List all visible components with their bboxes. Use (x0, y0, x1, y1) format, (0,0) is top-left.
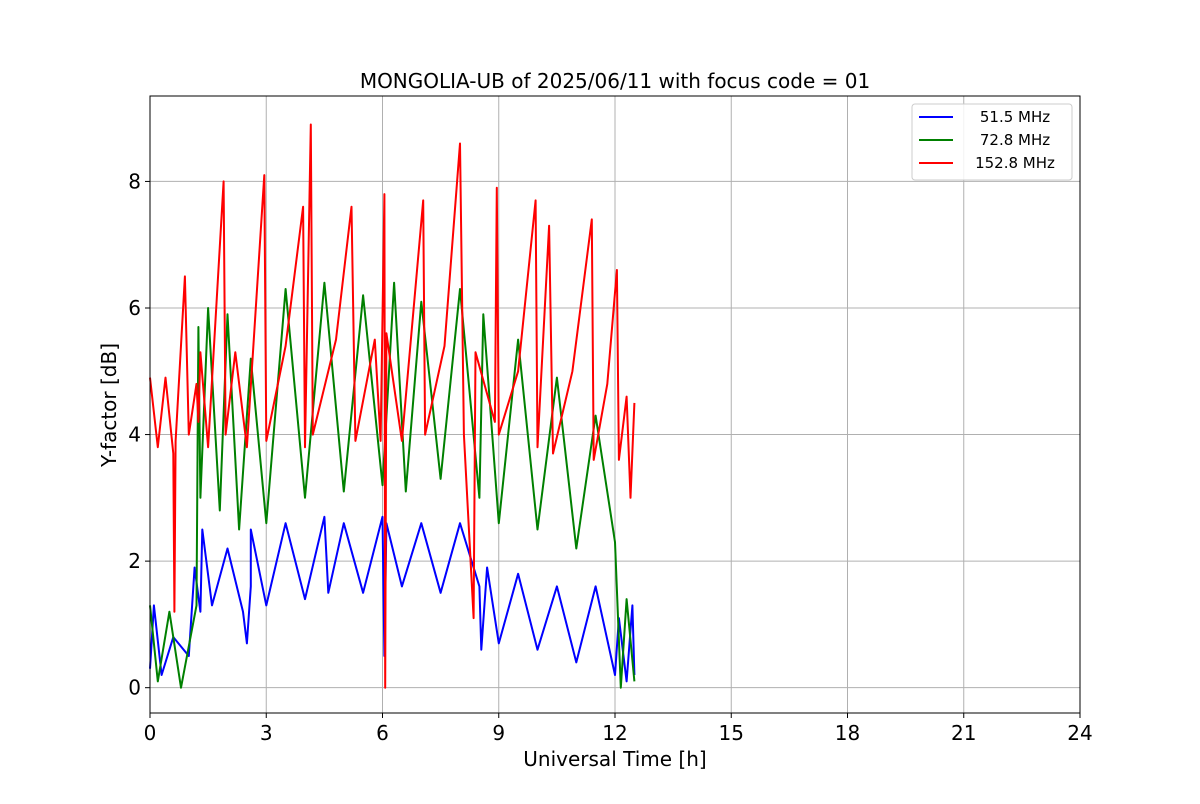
series-layer (149, 123, 636, 689)
x-tick-label: 21 (951, 721, 976, 745)
x-tick-label: 0 (144, 721, 157, 745)
legend-label-0: 51.5 MHz (980, 108, 1050, 126)
x-tick-label: 9 (492, 721, 505, 745)
legend-items: 51.5 MHz 72.8 MHz 152.8 MHz (919, 108, 1055, 172)
y-tick-label: 8 (128, 169, 141, 193)
legend: 51.5 MHz 72.8 MHz 152.8 MHz (911, 103, 1073, 181)
y-tick-label: 0 (128, 676, 141, 700)
chart-title: MONGOLIA-UB of 2025/06/11 with focus cod… (360, 69, 870, 93)
x-tick-label: 12 (602, 721, 627, 745)
x-tick-label: 15 (719, 721, 744, 745)
x-tick-label: 18 (835, 721, 860, 745)
legend-box (911, 103, 1073, 181)
y-tick-label: 2 (128, 549, 141, 573)
y-tick-label: 4 (128, 423, 141, 447)
x-axis-label: Universal Time [h] (523, 747, 706, 771)
x-tick-label: 3 (260, 721, 273, 745)
x-tick-label: 6 (376, 721, 389, 745)
y-tick-label: 6 (128, 296, 141, 320)
series-line-1 (149, 281, 636, 689)
series-line-2 (149, 123, 636, 689)
legend-label-2: 152.8 MHz (975, 154, 1055, 172)
x-tick-label: 24 (1067, 721, 1092, 745)
series-line-0 (149, 515, 636, 683)
y-axis-label: Y-factor [dB] (97, 343, 121, 468)
legend-label-1: 72.8 MHz (980, 131, 1050, 149)
